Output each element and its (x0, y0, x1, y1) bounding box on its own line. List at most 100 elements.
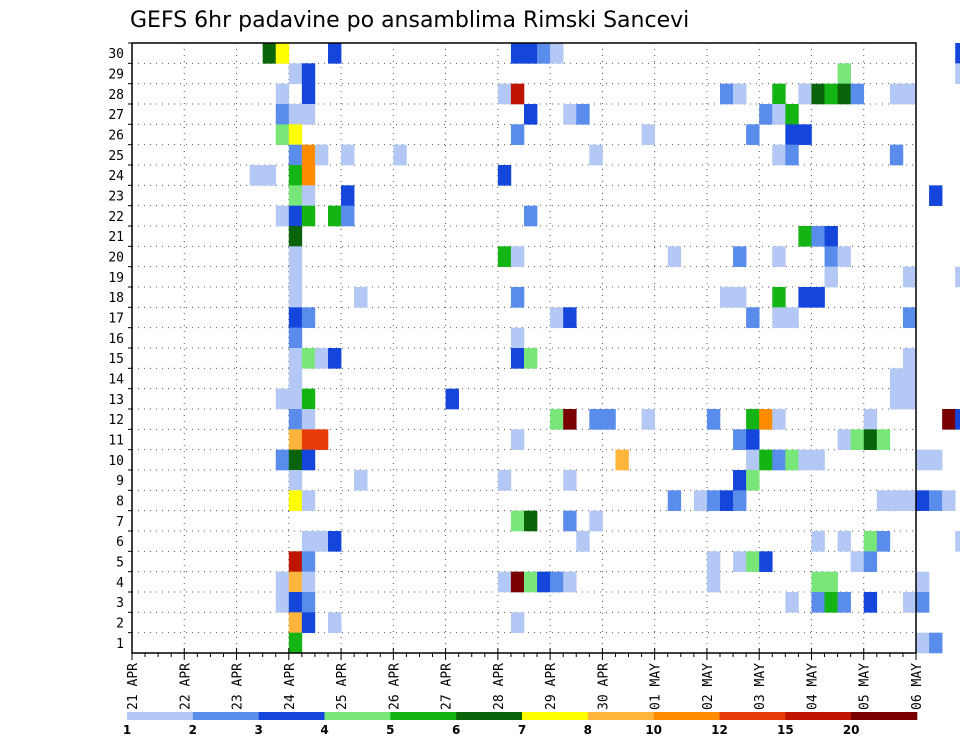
colorbar-legend: 1 2 3 4 5 6 7 8 10 12 15 20 (123, 712, 918, 737)
heatmap-cell (759, 104, 773, 125)
heatmap-cell (889, 83, 904, 105)
heatmap-cell (916, 592, 930, 613)
heatmap-cell (301, 429, 316, 450)
y-tick-label: 20 (108, 251, 124, 266)
x-tick-label: 27 APR (440, 663, 455, 710)
heatmap-cell (301, 490, 316, 511)
heatmap-cell (929, 490, 943, 511)
heatmap-cell (524, 510, 538, 532)
heatmap-cell (785, 124, 799, 145)
heatmap-cell (288, 266, 303, 288)
heatmap-cell (746, 470, 760, 491)
heatmap-cell (955, 531, 960, 552)
heatmap-cell (445, 388, 459, 410)
y-tick-label: 29 (108, 68, 124, 83)
heatmap-cell (811, 592, 825, 613)
heatmap-cell (301, 83, 316, 105)
heatmap-cell (275, 571, 290, 593)
heatmap-cell (929, 632, 943, 654)
heatmap-cell (902, 368, 917, 389)
heatmap-cell (759, 551, 773, 572)
heatmap-cell (824, 83, 838, 105)
heatmap-cell (288, 571, 303, 593)
colorbar-swatch (127, 712, 194, 720)
heatmap-cell (837, 531, 851, 552)
heatmap-cell (929, 185, 943, 206)
heatmap-cell (288, 246, 303, 267)
heatmap-cell (876, 429, 891, 450)
x-tick-label: 26 APR (387, 663, 402, 710)
heatmap-cell (902, 592, 917, 613)
heatmap-cell (301, 531, 316, 552)
y-tick-label: 18 (108, 291, 124, 306)
heatmap-cell (863, 592, 878, 613)
heatmap-cell (706, 551, 721, 572)
heatmap-cell (902, 490, 917, 511)
heatmap-cell (563, 104, 577, 125)
heatmap-cell (720, 83, 734, 105)
heatmap-cell (824, 571, 838, 593)
heatmap-cell (850, 551, 865, 572)
heatmap-cell (563, 571, 577, 593)
heatmap-cell (746, 409, 760, 430)
heatmap-cell (510, 124, 525, 145)
heatmap-cell (902, 266, 917, 288)
colorbar-swatch (522, 712, 589, 720)
heatmap-cell (733, 83, 747, 105)
heatmap-cell (733, 470, 747, 491)
heatmap-cell (902, 348, 917, 369)
heatmap-cell (837, 63, 851, 84)
heatmap-cell (824, 246, 838, 267)
heatmap-cell (889, 368, 904, 389)
heatmap-cell (354, 287, 368, 308)
colorbar-swatch (258, 712, 325, 720)
heatmap-cell (328, 612, 342, 633)
heatmap-cell (942, 409, 956, 430)
heatmap-cell (706, 571, 721, 593)
heatmap-cell (550, 571, 564, 593)
heatmap-cell (275, 205, 290, 227)
heatmap-cell (772, 144, 786, 166)
heatmap-cell (916, 632, 930, 654)
heatmap-cell (537, 43, 551, 64)
heatmap-cell (902, 83, 917, 105)
heatmap-cell (902, 307, 917, 328)
heatmap-cell (301, 348, 316, 369)
x-tick-label: 06 MAY (910, 663, 925, 710)
heatmap-cell (275, 449, 290, 471)
y-tick-label: 23 (108, 190, 124, 205)
heatmap-cell (288, 592, 303, 613)
colorbar-label: 10 (645, 723, 662, 737)
heatmap-cell (863, 429, 878, 450)
heatmap-cell (510, 510, 525, 532)
heatmap-cell (510, 429, 525, 450)
heatmap-cell (772, 104, 786, 125)
y-tick-label: 5 (116, 556, 124, 571)
colorbar-swatch (719, 712, 786, 720)
heatmap-cell (510, 83, 525, 105)
heatmap-cell (288, 144, 303, 166)
heatmap-cell (328, 348, 342, 369)
heatmap-cell (262, 43, 277, 64)
x-tick-label: 05 MAY (858, 663, 873, 710)
heatmap-cell (288, 124, 303, 145)
heatmap-cell (288, 409, 303, 430)
heatmap-cell (798, 83, 812, 105)
heatmap-cell (772, 449, 786, 471)
heatmap-cell (301, 63, 316, 84)
heatmap-cell (288, 327, 303, 349)
heatmap-cell (288, 348, 303, 369)
heatmap-cell (641, 124, 655, 145)
y-tick-label: 19 (108, 271, 124, 286)
heatmap-cell (550, 409, 564, 430)
heatmap-cell (916, 571, 930, 593)
heatmap-cell (314, 429, 329, 450)
y-tick-label: 26 (108, 129, 124, 144)
heatmap-cell (301, 449, 316, 471)
heatmap-cell (576, 531, 590, 552)
colorbar-swatch (456, 712, 523, 720)
heatmap-cell (288, 388, 303, 410)
heatmap-cell (720, 490, 734, 511)
heatmap-cell (563, 409, 577, 430)
